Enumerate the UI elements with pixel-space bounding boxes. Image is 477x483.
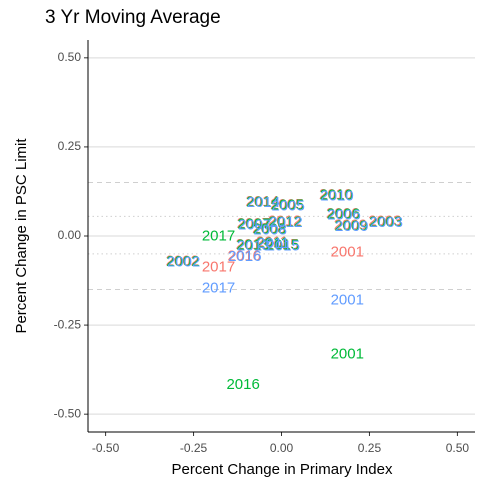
- x-tick-label: -0.25: [180, 441, 208, 455]
- x-axis-label: Percent Change in Primary Index: [172, 461, 393, 478]
- point-label: 2008: [253, 221, 286, 238]
- point-label: 2016: [228, 248, 261, 265]
- point-label: 2001: [331, 345, 364, 362]
- point-label: 2005: [271, 197, 304, 214]
- x-tick-label: 0.50: [446, 441, 470, 455]
- point-label: 2002: [166, 253, 199, 270]
- point-label: 2014: [247, 194, 280, 211]
- point-label: 2015: [266, 237, 299, 254]
- chart-title: 3 Yr Moving Average: [45, 7, 221, 28]
- point-label: 2009: [334, 217, 367, 234]
- point-label: 2010: [319, 186, 352, 203]
- point-label: 2006: [327, 206, 360, 223]
- x-tick-label: -0.50: [92, 441, 120, 455]
- point-label: 2016: [228, 247, 261, 264]
- y-tick-label: 0.00: [58, 228, 82, 242]
- point-label: 2008: [252, 220, 285, 237]
- y-tick-label: -0.50: [54, 406, 82, 420]
- point-label: 2003: [368, 213, 401, 230]
- point-label: 2006: [326, 205, 359, 222]
- point-label: 2010: [320, 187, 353, 204]
- point-label: 2006: [327, 206, 360, 223]
- point-label: 2007: [237, 216, 270, 233]
- point-label: 2007: [238, 216, 271, 233]
- point-label: 2013: [236, 236, 269, 253]
- x-tick-label: 0.00: [270, 441, 294, 455]
- point-label: 2013: [237, 237, 270, 254]
- point-label: 2012: [268, 213, 301, 230]
- y-axis-label: Percent Change in PSC Limit: [13, 138, 30, 334]
- point-label: 2005: [270, 196, 303, 213]
- point-label: 2014: [245, 193, 278, 210]
- point-label: 2010: [320, 187, 353, 204]
- point-label: 2017: [202, 258, 235, 275]
- point-label: 2012: [269, 214, 302, 231]
- point-label: 2008: [254, 221, 287, 238]
- point-label: 2007: [237, 215, 270, 232]
- y-tick-label: 0.25: [58, 139, 82, 153]
- y-tick-label: 0.50: [58, 50, 82, 64]
- point-label: 2002: [166, 252, 199, 269]
- point-label: 2001: [331, 291, 364, 308]
- point-label: 2003: [370, 214, 403, 231]
- point-label: 2009: [335, 218, 368, 235]
- point-label: 2015: [265, 236, 298, 253]
- point-label: 2017: [202, 279, 235, 296]
- point-label: 2017: [202, 227, 235, 244]
- point-label: 2009: [334, 217, 367, 234]
- point-label: 2016: [226, 376, 259, 393]
- point-label: 2015: [267, 237, 300, 254]
- y-tick-label: -0.25: [54, 317, 82, 331]
- point-label: 2014: [246, 193, 279, 210]
- point-label: 2001: [331, 243, 364, 260]
- point-label: 2003: [369, 213, 402, 230]
- point-label: 2011: [257, 234, 289, 251]
- point-label: 2011: [257, 235, 289, 252]
- x-tick-label: 0.25: [358, 441, 382, 455]
- point-label: 2011: [256, 234, 288, 251]
- point-label: 2013: [236, 237, 269, 254]
- point-label: 2002: [167, 254, 200, 271]
- point-label: 2005: [271, 197, 304, 214]
- point-label: 2012: [269, 213, 302, 230]
